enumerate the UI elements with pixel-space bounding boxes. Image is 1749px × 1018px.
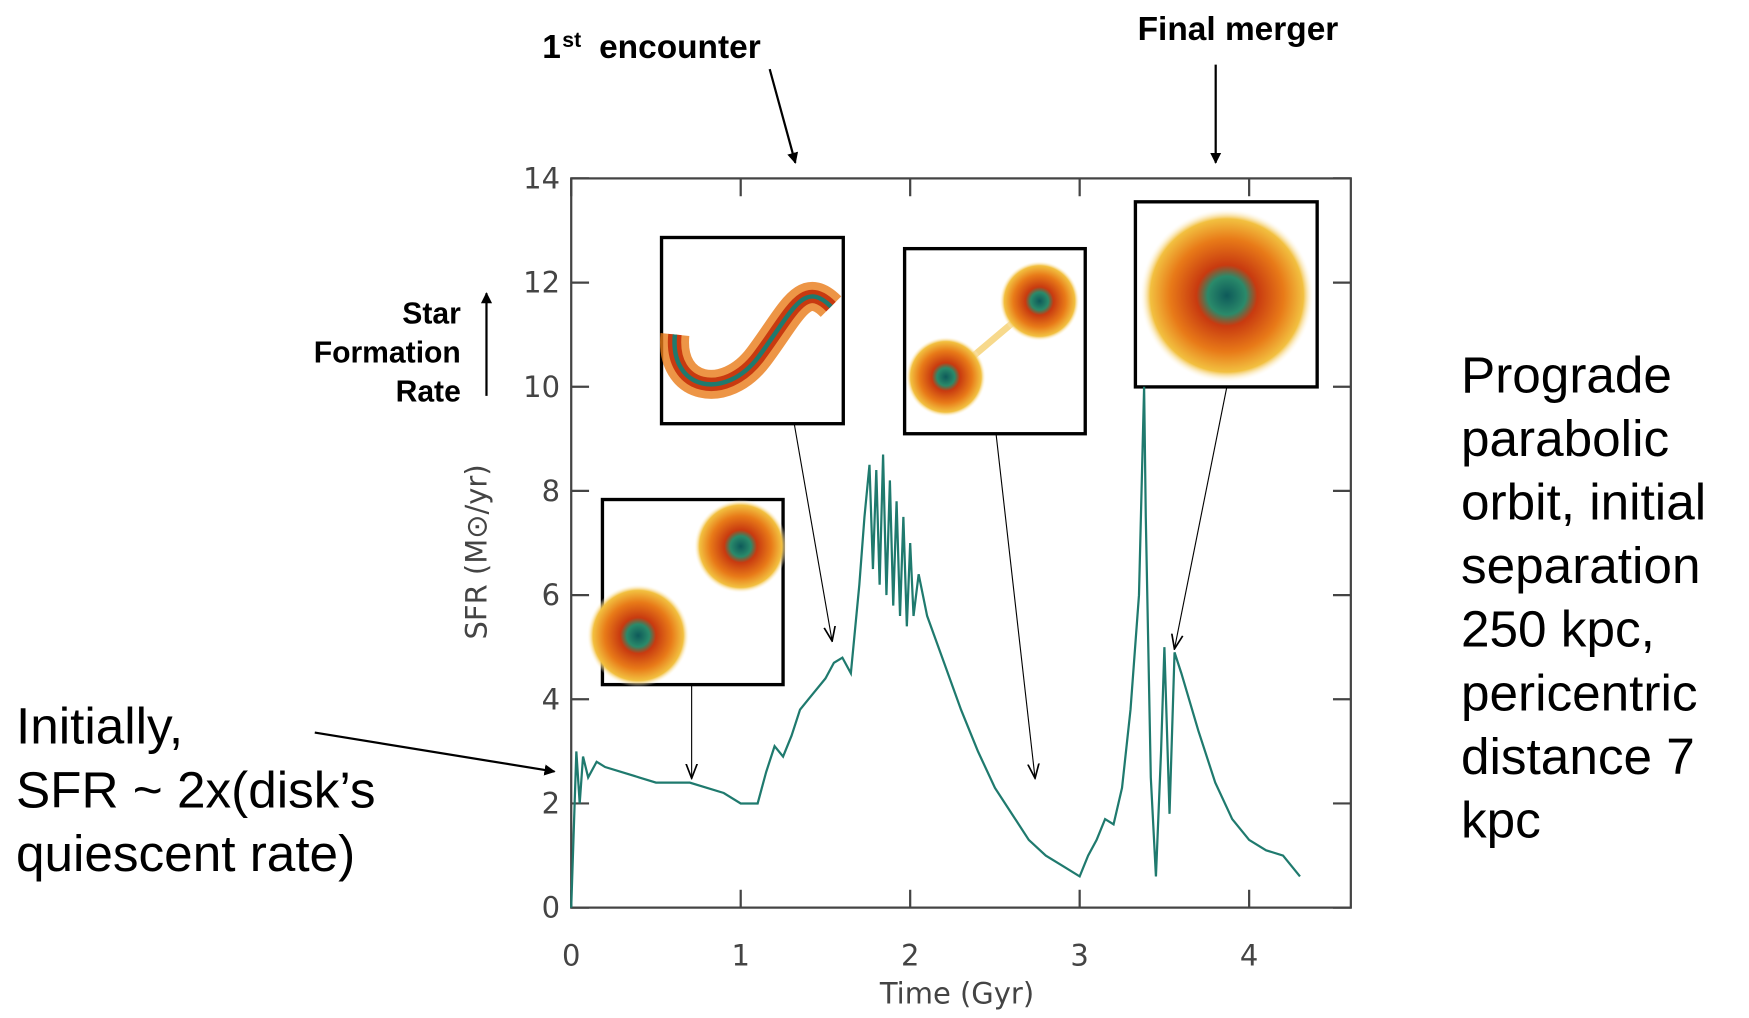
inset <box>902 246 1087 436</box>
note-right: pericentric <box>1461 664 1698 721</box>
sfr-line <box>570 386 1301 908</box>
note-right: parabolic <box>1461 410 1669 467</box>
merger-text: Final merger <box>1138 11 1339 48</box>
note-right: distance 7 <box>1461 728 1695 785</box>
note-right: Prograde <box>1461 346 1672 403</box>
note-right: kpc <box>1461 791 1541 848</box>
note-right: 250 kpc, <box>1461 601 1655 658</box>
note-left: SFR ~ 2x(disk’s <box>16 761 376 818</box>
x-tick-label: 2 <box>901 939 919 973</box>
note-right: separation <box>1461 537 1700 594</box>
inset <box>659 235 845 426</box>
encounter-suffix: st <box>562 29 581 52</box>
y-tick-label: 12 <box>523 266 560 300</box>
x-tick-label: 1 <box>731 939 749 973</box>
note-right: orbit, initial <box>1461 474 1706 531</box>
encounter-text: encounter <box>599 29 761 66</box>
note-arrow <box>314 731 556 776</box>
note-left: Initially, <box>16 698 183 755</box>
inset <box>1133 200 1319 389</box>
inset-arrow <box>793 423 832 641</box>
orbit-note: Prograde parabolic orbit, initial separatio… <box>1461 346 1706 848</box>
y-tick-label: 0 <box>542 891 560 925</box>
y-axis-label: SFR (M⊙/yr) <box>459 464 493 639</box>
x-tick-label: 4 <box>1240 939 1258 973</box>
sfr-arrow-label: Star <box>402 297 461 330</box>
y-tick-label: 14 <box>523 161 560 195</box>
y-tick-label: 4 <box>542 682 560 716</box>
note-left: quiescent rate) <box>16 825 355 882</box>
inset-arrow <box>995 433 1035 779</box>
y-tick-label: 10 <box>523 370 560 404</box>
y-tick-label: 2 <box>542 786 560 820</box>
y-tick-label: 8 <box>542 474 560 508</box>
annotation-arrow <box>768 68 799 164</box>
y-tick-label: 6 <box>542 578 560 612</box>
encounter-number: 1 <box>542 29 561 66</box>
inset-arrow <box>1174 386 1228 649</box>
sfr-arrow-label: Rate <box>396 375 461 408</box>
x-tick-label: 3 <box>1070 939 1088 973</box>
x-tick-label: 0 <box>562 939 580 973</box>
sfr-arrow-label: Formation <box>314 336 461 369</box>
x-axis-label: Time (Gyr) <box>879 977 1034 1011</box>
inset <box>586 497 788 687</box>
plot-frame <box>570 177 1352 909</box>
